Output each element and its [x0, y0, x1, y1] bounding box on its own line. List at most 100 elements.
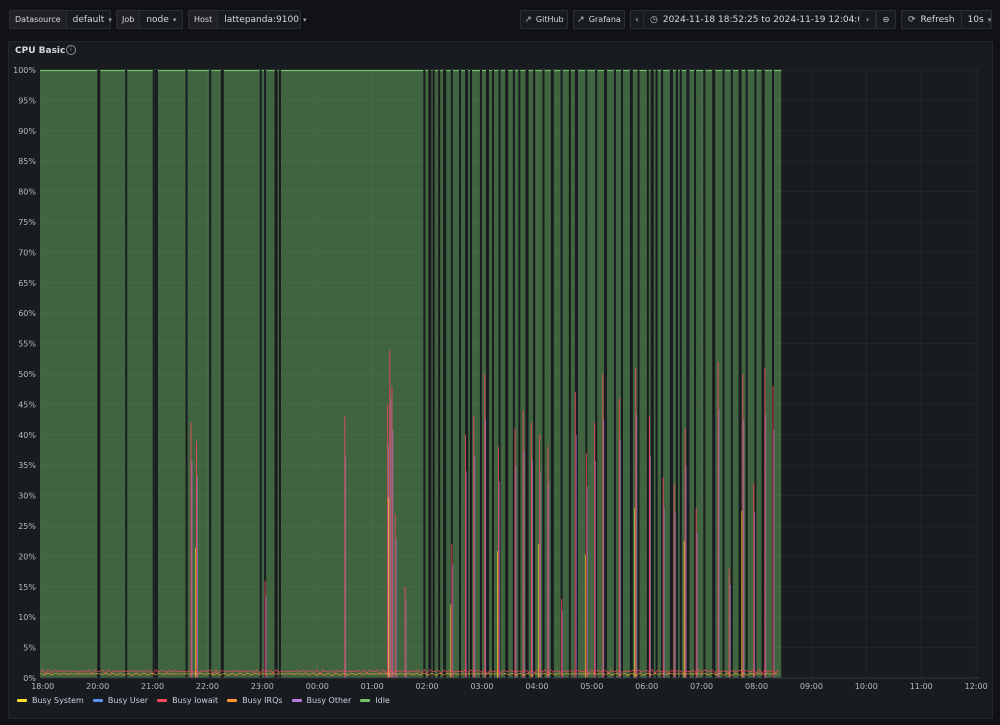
- y-tick-label: 80%: [18, 188, 36, 197]
- idle-gap: [722, 70, 725, 678]
- idle-gap: [278, 70, 281, 678]
- idle-gap: [754, 70, 757, 678]
- x-tick-label: 22:00: [196, 682, 219, 691]
- x-tick-label: 06:00: [635, 682, 658, 691]
- idle-gap: [669, 70, 673, 678]
- idle-gap: [637, 70, 640, 678]
- x-tick-label: 02:00: [416, 682, 439, 691]
- refresh-icon[interactable]: ⟳: [908, 14, 916, 25]
- clock-icon: ◷: [650, 14, 658, 25]
- y-tick-label: 5%: [23, 644, 36, 653]
- zoom-out-button[interactable]: ⊖: [876, 10, 896, 29]
- chart-legend: Busy System Busy User Busy Iowait Busy IRQs…: [17, 696, 390, 705]
- idle-gap: [491, 70, 494, 678]
- refresh-button-label[interactable]: Refresh: [921, 11, 962, 28]
- idle-gap: [613, 70, 616, 678]
- x-tick-label: 05:00: [580, 682, 603, 691]
- x-tick-label: 21:00: [141, 682, 164, 691]
- idle-gap: [675, 70, 678, 678]
- refresh-picker[interactable]: ⟳ Refresh 10s ▾: [901, 10, 992, 29]
- github-link-button[interactable]: ↗ GitHub: [520, 10, 568, 29]
- y-tick-label: 65%: [18, 279, 36, 288]
- idle-gap: [745, 70, 748, 678]
- idle-gap: [479, 70, 482, 678]
- x-tick-label: 03:00: [470, 682, 493, 691]
- idle-gap: [629, 70, 633, 678]
- idle-gap: [264, 70, 267, 678]
- external-link-icon: ↗: [577, 14, 585, 25]
- datasource-variable[interactable]: Datasource default ▾: [9, 10, 112, 29]
- datasource-label: Datasource: [10, 11, 67, 28]
- idle-gap: [97, 70, 101, 678]
- idle-gap: [432, 70, 435, 678]
- idle-gap: [646, 70, 649, 678]
- chevron-right-icon: ›: [865, 15, 870, 24]
- idle-gap: [761, 70, 765, 678]
- x-tick-label: 07:00: [690, 682, 713, 691]
- job-label: Job: [117, 11, 141, 28]
- job-value[interactable]: node: [146, 14, 169, 25]
- legend-item[interactable]: Busy User: [92, 696, 148, 705]
- idle-gap: [525, 70, 529, 678]
- idle-gap: [152, 70, 155, 678]
- legend-swatch: [360, 699, 371, 702]
- github-label: GitHub: [535, 15, 564, 24]
- time-shift-back-button[interactable]: ‹: [630, 10, 644, 29]
- time-shift-forward-button[interactable]: ›: [859, 10, 876, 29]
- y-tick-label: 85%: [18, 157, 36, 166]
- x-tick-label: 09:00: [800, 682, 823, 691]
- idle-gap: [443, 70, 447, 678]
- cpu-basic-chart[interactable]: 0% 5% 10% 15% 20% 25% 30% 35% 40% 45% 50% 55% 60% 65%…: [9, 42, 994, 692]
- x-tick-label: 12:00: [965, 682, 988, 691]
- idle-gap: [650, 70, 654, 678]
- y-tick-label: 60%: [18, 309, 36, 318]
- legend-item[interactable]: Busy Iowait: [157, 696, 218, 705]
- legend-label: Idle: [375, 696, 390, 705]
- panel-title: CPU Basic: [15, 46, 66, 56]
- idle-gap: [154, 70, 158, 678]
- idle-gap: [209, 70, 212, 678]
- y-tick-label: 75%: [18, 218, 36, 227]
- legend-item[interactable]: Busy IRQs: [227, 696, 283, 705]
- idle-gap: [738, 70, 742, 678]
- idle-gap: [125, 70, 128, 678]
- idle-gap: [574, 70, 578, 678]
- idle-gap: [585, 70, 588, 678]
- host-variable[interactable]: Host lattepanda:9100 ▾: [188, 10, 306, 29]
- idle-gap: [703, 70, 706, 678]
- chevron-down-icon[interactable]: ▾: [172, 15, 177, 24]
- x-tick-label: 08:00: [745, 682, 768, 691]
- legend-swatch: [92, 699, 103, 702]
- chevron-down-icon[interactable]: ▾: [108, 15, 112, 24]
- legend-label: Busy Iowait: [172, 696, 219, 705]
- refresh-interval-value[interactable]: 10s: [967, 14, 984, 25]
- idle-gap: [512, 70, 515, 678]
- idle-gap: [568, 70, 571, 678]
- idle-gap: [518, 70, 521, 678]
- idle-gap: [450, 70, 453, 678]
- x-tick-label: 10:00: [855, 682, 878, 691]
- x-tick-label: 23:00: [251, 682, 274, 691]
- chevron-down-icon[interactable]: ▾: [987, 15, 992, 24]
- time-range-picker[interactable]: ◷ 2024-11-18 18:52:25 to 2024-11-19 12:0…: [643, 10, 878, 29]
- idle-gap: [259, 70, 262, 678]
- time-range-text: 2024-11-18 18:52:25 to 2024-11-19 12:04:…: [662, 14, 869, 25]
- chevron-down-icon[interactable]: ▾: [302, 15, 307, 24]
- y-tick-label: 45%: [18, 400, 36, 409]
- legend-item[interactable]: Idle: [360, 696, 390, 705]
- x-tick-label: 11:00: [910, 682, 933, 691]
- grafana-link-button[interactable]: ↗ Grafana: [573, 10, 625, 29]
- legend-item[interactable]: Busy System: [17, 696, 84, 705]
- idle-gap: [533, 70, 536, 678]
- info-icon[interactable]: i: [66, 45, 76, 55]
- zoom-out-icon: ⊖: [882, 15, 890, 24]
- idle-gap: [595, 70, 598, 678]
- idle-gap: [730, 70, 733, 678]
- job-variable[interactable]: Job node ▾: [116, 10, 183, 29]
- idle-gap: [686, 70, 690, 678]
- y-tick-label: 25%: [18, 522, 36, 531]
- host-value[interactable]: lattepanda:9100: [224, 14, 299, 25]
- datasource-value[interactable]: default: [72, 14, 105, 25]
- cpu-basic-panel: CPU Basic i 0% 5% 10% 15% 20% 25% 30% 35% 40% 45%…: [8, 41, 993, 719]
- legend-item[interactable]: Busy Other: [291, 696, 351, 705]
